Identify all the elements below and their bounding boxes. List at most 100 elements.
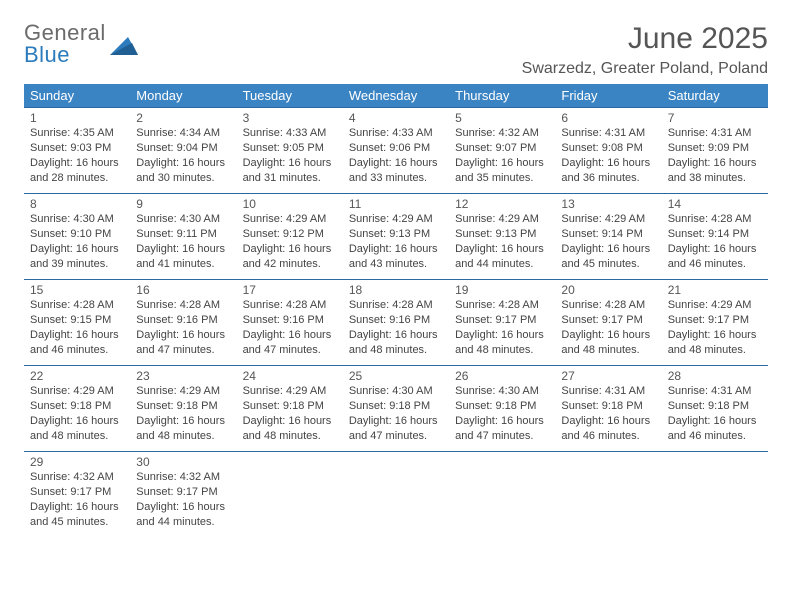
calendar-day-cell: 20Sunrise: 4:28 AMSunset: 9:17 PMDayligh… (555, 280, 661, 366)
day-header: Monday (130, 84, 236, 108)
day-info: Sunrise: 4:31 AMSunset: 9:18 PMDaylight:… (561, 384, 655, 443)
location-text: Swarzedz, Greater Poland, Poland (522, 60, 768, 78)
day-header: Saturday (662, 84, 768, 108)
calendar-day-cell: 16Sunrise: 4:28 AMSunset: 9:16 PMDayligh… (130, 280, 236, 366)
month-title: June 2025 (522, 22, 768, 56)
day-info: Sunrise: 4:30 AMSunset: 9:18 PMDaylight:… (455, 384, 549, 443)
day-info: Sunrise: 4:32 AMSunset: 9:17 PMDaylight:… (30, 470, 124, 529)
day-number: 23 (136, 369, 230, 383)
calendar-day-cell: 1Sunrise: 4:35 AMSunset: 9:03 PMDaylight… (24, 108, 130, 194)
day-info: Sunrise: 4:29 AMSunset: 9:17 PMDaylight:… (668, 298, 762, 357)
day-number: 2 (136, 111, 230, 125)
day-info: Sunrise: 4:29 AMSunset: 9:18 PMDaylight:… (136, 384, 230, 443)
day-number: 20 (561, 283, 655, 297)
day-info: Sunrise: 4:30 AMSunset: 9:11 PMDaylight:… (136, 212, 230, 271)
day-info: Sunrise: 4:32 AMSunset: 9:17 PMDaylight:… (136, 470, 230, 529)
calendar-day-cell: 23Sunrise: 4:29 AMSunset: 9:18 PMDayligh… (130, 366, 236, 452)
day-info: Sunrise: 4:35 AMSunset: 9:03 PMDaylight:… (30, 126, 124, 185)
calendar-day-cell: 11Sunrise: 4:29 AMSunset: 9:13 PMDayligh… (343, 194, 449, 280)
calendar-day-cell: 27Sunrise: 4:31 AMSunset: 9:18 PMDayligh… (555, 366, 661, 452)
calendar-week-row: 8Sunrise: 4:30 AMSunset: 9:10 PMDaylight… (24, 194, 768, 280)
day-number: 15 (30, 283, 124, 297)
day-info: Sunrise: 4:29 AMSunset: 9:13 PMDaylight:… (349, 212, 443, 271)
day-info: Sunrise: 4:28 AMSunset: 9:15 PMDaylight:… (30, 298, 124, 357)
day-number: 29 (30, 455, 124, 469)
day-info: Sunrise: 4:29 AMSunset: 9:18 PMDaylight:… (30, 384, 124, 443)
day-header: Tuesday (237, 84, 343, 108)
calendar-empty-cell (662, 452, 768, 538)
calendar-day-cell: 8Sunrise: 4:30 AMSunset: 9:10 PMDaylight… (24, 194, 130, 280)
calendar-day-cell: 5Sunrise: 4:32 AMSunset: 9:07 PMDaylight… (449, 108, 555, 194)
day-info: Sunrise: 4:31 AMSunset: 9:18 PMDaylight:… (668, 384, 762, 443)
day-header: Thursday (449, 84, 555, 108)
day-number: 9 (136, 197, 230, 211)
calendar-day-cell: 2Sunrise: 4:34 AMSunset: 9:04 PMDaylight… (130, 108, 236, 194)
day-info: Sunrise: 4:33 AMSunset: 9:06 PMDaylight:… (349, 126, 443, 185)
calendar-day-cell: 7Sunrise: 4:31 AMSunset: 9:09 PMDaylight… (662, 108, 768, 194)
day-info: Sunrise: 4:34 AMSunset: 9:04 PMDaylight:… (136, 126, 230, 185)
day-number: 13 (561, 197, 655, 211)
logo: General Blue (24, 22, 138, 66)
day-number: 8 (30, 197, 124, 211)
day-number: 1 (30, 111, 124, 125)
day-header: Friday (555, 84, 661, 108)
day-info: Sunrise: 4:28 AMSunset: 9:16 PMDaylight:… (136, 298, 230, 357)
calendar-day-cell: 4Sunrise: 4:33 AMSunset: 9:06 PMDaylight… (343, 108, 449, 194)
calendar-day-cell: 24Sunrise: 4:29 AMSunset: 9:18 PMDayligh… (237, 366, 343, 452)
day-info: Sunrise: 4:30 AMSunset: 9:10 PMDaylight:… (30, 212, 124, 271)
day-info: Sunrise: 4:28 AMSunset: 9:17 PMDaylight:… (455, 298, 549, 357)
day-number: 6 (561, 111, 655, 125)
day-info: Sunrise: 4:29 AMSunset: 9:14 PMDaylight:… (561, 212, 655, 271)
day-number: 27 (561, 369, 655, 383)
day-number: 18 (349, 283, 443, 297)
day-number: 22 (30, 369, 124, 383)
day-info: Sunrise: 4:33 AMSunset: 9:05 PMDaylight:… (243, 126, 337, 185)
day-info: Sunrise: 4:31 AMSunset: 9:08 PMDaylight:… (561, 126, 655, 185)
calendar-body: 1Sunrise: 4:35 AMSunset: 9:03 PMDaylight… (24, 108, 768, 538)
calendar-day-cell: 9Sunrise: 4:30 AMSunset: 9:11 PMDaylight… (130, 194, 236, 280)
calendar-empty-cell (237, 452, 343, 538)
calendar-day-cell: 28Sunrise: 4:31 AMSunset: 9:18 PMDayligh… (662, 366, 768, 452)
calendar-day-cell: 3Sunrise: 4:33 AMSunset: 9:05 PMDaylight… (237, 108, 343, 194)
calendar-week-row: 15Sunrise: 4:28 AMSunset: 9:15 PMDayligh… (24, 280, 768, 366)
day-info: Sunrise: 4:29 AMSunset: 9:13 PMDaylight:… (455, 212, 549, 271)
day-header: Sunday (24, 84, 130, 108)
day-info: Sunrise: 4:28 AMSunset: 9:16 PMDaylight:… (243, 298, 337, 357)
calendar-day-cell: 17Sunrise: 4:28 AMSunset: 9:16 PMDayligh… (237, 280, 343, 366)
calendar-day-cell: 15Sunrise: 4:28 AMSunset: 9:15 PMDayligh… (24, 280, 130, 366)
day-number: 19 (455, 283, 549, 297)
calendar-week-row: 29Sunrise: 4:32 AMSunset: 9:17 PMDayligh… (24, 452, 768, 538)
day-number: 12 (455, 197, 549, 211)
calendar-empty-cell (555, 452, 661, 538)
calendar-day-cell: 18Sunrise: 4:28 AMSunset: 9:16 PMDayligh… (343, 280, 449, 366)
calendar-day-cell: 22Sunrise: 4:29 AMSunset: 9:18 PMDayligh… (24, 366, 130, 452)
calendar-day-cell: 10Sunrise: 4:29 AMSunset: 9:12 PMDayligh… (237, 194, 343, 280)
calendar-day-cell: 13Sunrise: 4:29 AMSunset: 9:14 PMDayligh… (555, 194, 661, 280)
calendar-day-cell: 25Sunrise: 4:30 AMSunset: 9:18 PMDayligh… (343, 366, 449, 452)
calendar-header-row: SundayMondayTuesdayWednesdayThursdayFrid… (24, 84, 768, 108)
calendar-day-cell: 14Sunrise: 4:28 AMSunset: 9:14 PMDayligh… (662, 194, 768, 280)
day-number: 24 (243, 369, 337, 383)
day-number: 11 (349, 197, 443, 211)
day-number: 21 (668, 283, 762, 297)
day-info: Sunrise: 4:32 AMSunset: 9:07 PMDaylight:… (455, 126, 549, 185)
title-block: June 2025 Swarzedz, Greater Poland, Pola… (522, 22, 768, 78)
day-number: 17 (243, 283, 337, 297)
day-info: Sunrise: 4:28 AMSunset: 9:16 PMDaylight:… (349, 298, 443, 357)
calendar-day-cell: 30Sunrise: 4:32 AMSunset: 9:17 PMDayligh… (130, 452, 236, 538)
page-header: General Blue June 2025 Swarzedz, Greater… (24, 22, 768, 78)
day-number: 25 (349, 369, 443, 383)
logo-triangle-icon (110, 33, 138, 55)
day-number: 26 (455, 369, 549, 383)
day-number: 10 (243, 197, 337, 211)
calendar-day-cell: 29Sunrise: 4:32 AMSunset: 9:17 PMDayligh… (24, 452, 130, 538)
calendar-week-row: 1Sunrise: 4:35 AMSunset: 9:03 PMDaylight… (24, 108, 768, 194)
calendar-empty-cell (343, 452, 449, 538)
day-info: Sunrise: 4:31 AMSunset: 9:09 PMDaylight:… (668, 126, 762, 185)
day-number: 30 (136, 455, 230, 469)
day-number: 4 (349, 111, 443, 125)
calendar-table: SundayMondayTuesdayWednesdayThursdayFrid… (24, 84, 768, 538)
day-info: Sunrise: 4:29 AMSunset: 9:12 PMDaylight:… (243, 212, 337, 271)
calendar-day-cell: 19Sunrise: 4:28 AMSunset: 9:17 PMDayligh… (449, 280, 555, 366)
calendar-day-cell: 12Sunrise: 4:29 AMSunset: 9:13 PMDayligh… (449, 194, 555, 280)
